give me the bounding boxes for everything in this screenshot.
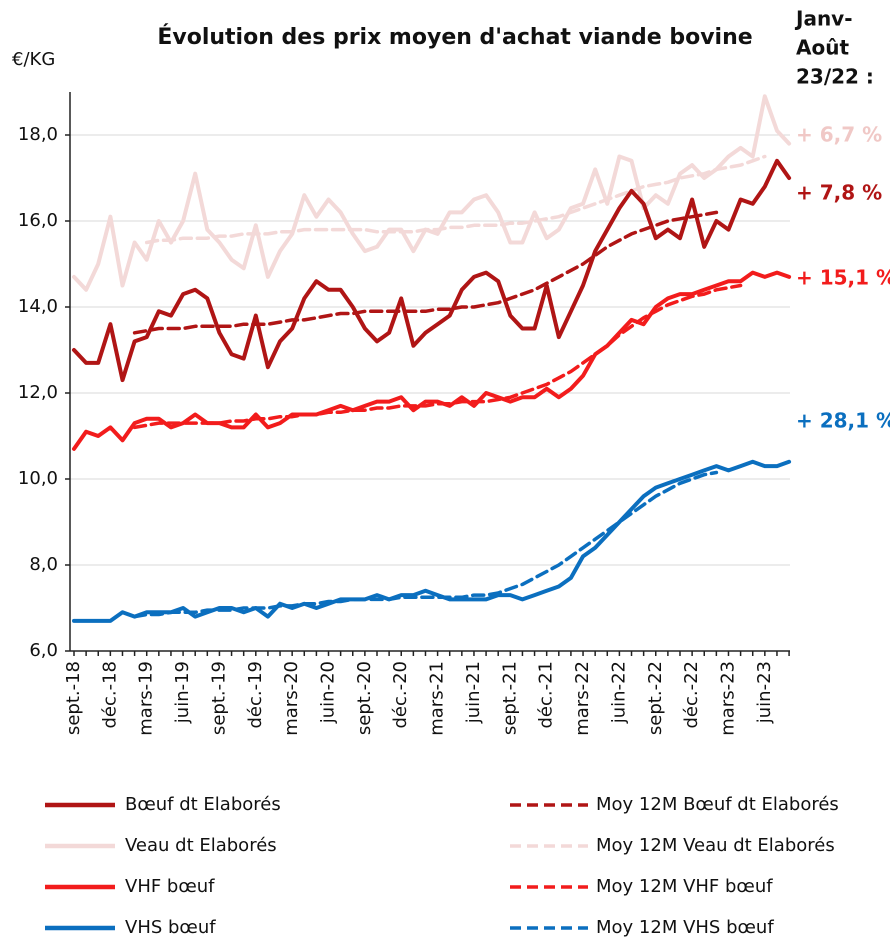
- x-tick-label: mars-22: [572, 661, 593, 736]
- legend-label: Moy 12M Veau dt Elaborés: [596, 835, 835, 856]
- x-tick-label: sept.-22: [645, 661, 666, 735]
- x-tick-label: juin-22: [608, 661, 629, 724]
- legend-label: VHS bœuf: [125, 917, 216, 938]
- y-tick-label: 8,0: [29, 554, 58, 575]
- x-tick-label: sept.-21: [499, 661, 520, 735]
- legend-label: Veau dt Elaborés: [125, 835, 277, 856]
- x-tick-label: sept.-18: [63, 661, 84, 735]
- x-tick-label: déc.-19: [245, 661, 266, 729]
- x-tick-label: juin-23: [754, 661, 775, 724]
- series-line: [72, 94, 792, 292]
- change-label: + 7,8 %: [796, 181, 882, 205]
- moving-average-line: [132, 470, 719, 619]
- moving-average-line: [132, 210, 719, 335]
- change-header: 23/22 :: [796, 65, 874, 89]
- y-tick-label: 6,0: [29, 640, 58, 661]
- moving-average-line: [144, 154, 767, 245]
- series-line: [72, 459, 792, 623]
- y-tick-label: 10,0: [18, 468, 58, 489]
- series-line: [72, 158, 792, 383]
- x-tick-label: juin-21: [463, 661, 484, 724]
- series-line: [72, 270, 792, 451]
- x-tick-label: sept.-20: [354, 661, 375, 735]
- y-tick-label: 18,0: [18, 124, 58, 145]
- x-tick-label: juin-19: [172, 661, 193, 724]
- change-header: Août: [796, 36, 849, 60]
- x-tick-label: juin-20: [318, 661, 339, 724]
- moving-average-line: [132, 283, 743, 430]
- change-label: + 15,1 %: [796, 266, 890, 290]
- change-label: + 28,1 %: [796, 409, 890, 433]
- legend-label: Moy 12M VHS bœuf: [596, 917, 774, 938]
- x-tick-label: mars-20: [281, 661, 302, 736]
- y-tick-label: 12,0: [18, 382, 58, 403]
- change-label: + 6,7 %: [796, 123, 882, 147]
- y-tick-label: 16,0: [18, 210, 58, 231]
- y-tick-label: 14,0: [18, 296, 58, 317]
- x-tick-label: mars-21: [427, 661, 448, 736]
- x-tick-label: déc.-18: [99, 661, 120, 729]
- x-tick-label: sept.-19: [208, 661, 229, 735]
- y-axis-label: €/KG: [12, 49, 55, 70]
- x-tick-label: déc.-22: [681, 661, 702, 729]
- chart-title: Évolution des prix moyen d'achat viande …: [157, 24, 752, 50]
- legend-label: Moy 12M VHF bœuf: [596, 876, 773, 897]
- x-tick-label: mars-19: [136, 661, 157, 736]
- change-header: Janv-: [794, 7, 853, 31]
- legend-label: VHF bœuf: [125, 876, 215, 897]
- x-tick-label: déc.-21: [536, 661, 557, 729]
- x-tick-label: déc.-20: [390, 661, 411, 729]
- x-tick-label: mars-23: [717, 661, 738, 736]
- legend-label: Moy 12M Bœuf dt Elaborés: [596, 794, 839, 815]
- legend-label: Bœuf dt Elaborés: [125, 794, 281, 815]
